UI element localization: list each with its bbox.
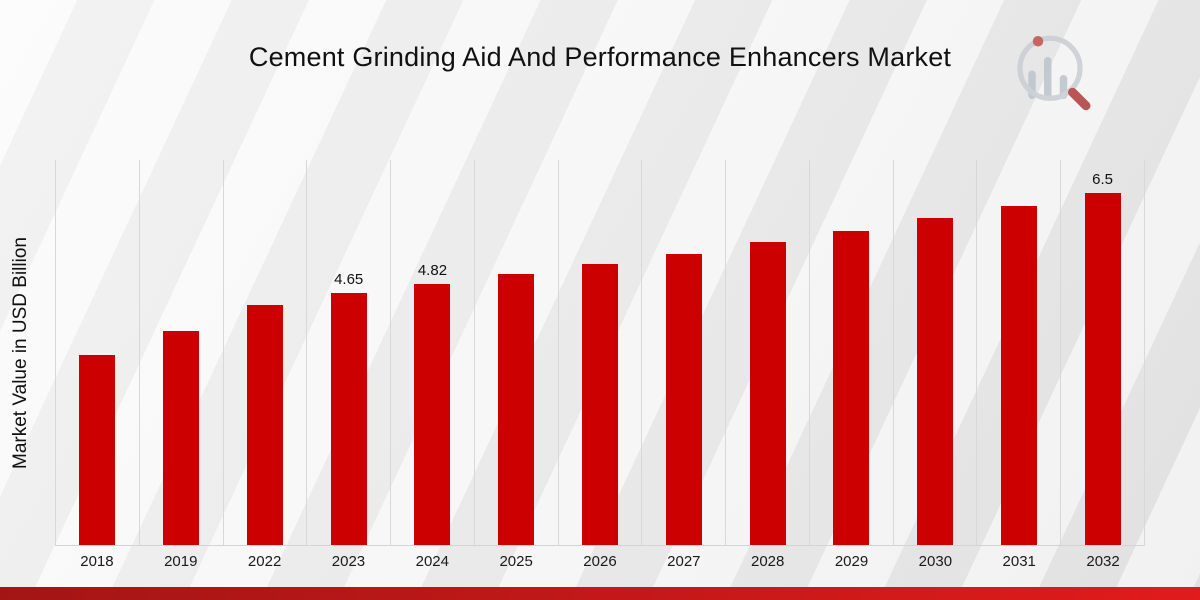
y-axis-label-wrap: Market Value in USD Billion: [6, 160, 36, 545]
x-tick-2030: 2030: [918, 553, 953, 570]
bar-2025: [498, 273, 535, 545]
bar-value-label-2032: 6.5: [1092, 170, 1113, 188]
bar-2027: [665, 253, 702, 545]
chart-column-2023: 4.65: [306, 160, 390, 545]
chart-column-2031: [976, 160, 1060, 545]
y-axis-label: Market Value in USD Billion: [10, 236, 31, 469]
x-tick-2027: 2027: [667, 553, 701, 570]
chart-column-2019: [138, 160, 223, 545]
x-tick-2026: 2026: [583, 553, 617, 570]
footer-accent-bar: [0, 587, 1200, 600]
x-tick-2018: 2018: [80, 553, 114, 570]
market-research-logo: [1005, 28, 1095, 113]
magnifier-handle-icon: [1068, 87, 1091, 111]
bar-2023: [330, 292, 367, 545]
bar-2024: [414, 283, 451, 545]
x-tick-2024: 2024: [415, 553, 449, 570]
x-tick-2019: 2019: [164, 553, 198, 570]
bar-2030: [917, 218, 954, 545]
chart-column-2022: [222, 160, 307, 545]
chart-column-2024: 4.82: [390, 160, 474, 545]
x-tick-2028: 2028: [750, 553, 785, 570]
chart-column-2029: [808, 160, 893, 545]
chart-column-2032: 6.5: [1060, 160, 1144, 545]
chart-title: Cement Grinding Aid And Performance Enha…: [248, 42, 952, 72]
bar-2026: [581, 264, 618, 545]
bar-2028: [749, 242, 786, 545]
chart-column-2027: [641, 160, 725, 545]
chart-column-2018: [55, 160, 139, 545]
x-tick-2032: 2032: [1086, 553, 1120, 570]
chart-column-2028: [725, 160, 809, 545]
x-tick-2031: 2031: [1002, 553, 1036, 570]
bar-2032: [1084, 192, 1121, 545]
chart-column-2030: [892, 160, 977, 545]
x-tick-2029: 2029: [834, 553, 869, 570]
bar-2031: [1000, 205, 1037, 545]
magnifier-lens-icon: [1017, 35, 1083, 101]
x-tick-2025: 2025: [499, 553, 533, 570]
x-axis-labels: 2018 2019 2022 2023 2024 2025 2026 2027 2028 2029…: [55, 553, 1145, 570]
plot-area: 4.65 4.82 6.5: [55, 160, 1145, 546]
bar-value-label-2023: 4.65: [334, 270, 364, 288]
x-tick-2023: 2023: [331, 553, 366, 570]
bar-value-label-2024: 4.82: [417, 261, 448, 279]
x-tick-2022: 2022: [247, 553, 282, 570]
logo-graphic: [1017, 35, 1091, 111]
bar-2022: [246, 304, 283, 545]
bar-2029: [833, 230, 870, 545]
chart-column-2025: [473, 160, 558, 545]
chart-column-2026: [557, 160, 642, 545]
logo-accent-dot: [1032, 36, 1044, 47]
bar-2018: [79, 355, 116, 545]
bar-2019: [163, 330, 200, 545]
